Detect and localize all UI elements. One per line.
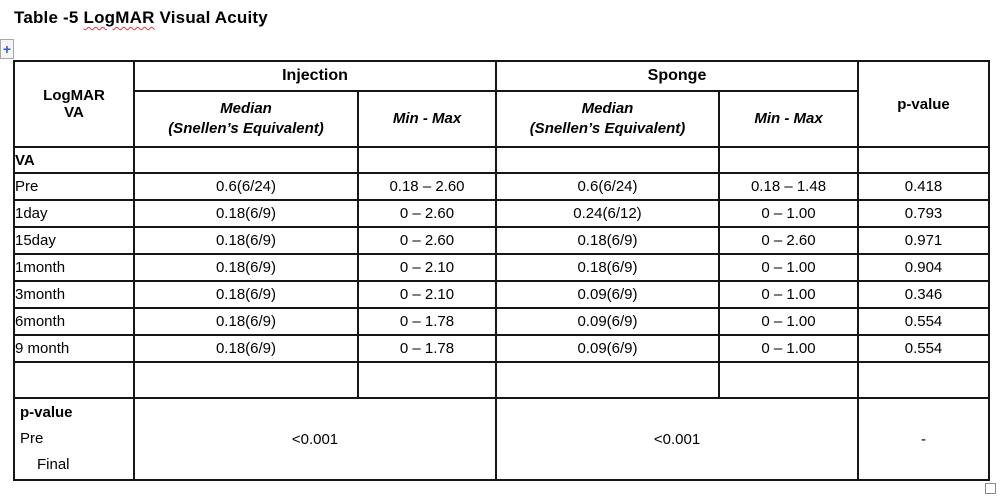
sponge-median-value: 0.24(6/12) — [495, 199, 720, 228]
empty-cell — [495, 146, 720, 174]
header-sponge-median-line1: Median — [581, 99, 634, 117]
injection-median-value: 0.18(6/9) — [133, 226, 359, 255]
empty-cell — [495, 361, 720, 399]
row-label: 1day — [13, 199, 135, 228]
bottom-p-value-dash: - — [857, 397, 991, 481]
visual-acuity-table: LogMAR VA Injection Sponge p-value Media… — [13, 60, 991, 481]
empty-cell — [717, 361, 860, 399]
table-row: 1month 0.18(6/9) 0 – 2.10 0.18(6/9) 0 – … — [13, 253, 991, 282]
row-label: Pre — [13, 172, 135, 201]
table-row — [13, 361, 991, 399]
row-label: 9 month — [13, 334, 135, 363]
table-row: 6month 0.18(6/9) 0 – 1.78 0.09(6/9) 0 – … — [13, 307, 991, 336]
empty-cell — [717, 146, 860, 174]
header-injection-minmax: Min - Max — [357, 90, 497, 148]
title-prefix: Table -5 — [14, 8, 84, 27]
table-row: p-value Pre Final <0.001 <0.001 - — [13, 397, 991, 481]
sponge-minmax-value: 0 – 1.00 — [717, 253, 860, 282]
spellcheck-flagged-word: LogMAR — [83, 8, 155, 27]
injection-minmax-value: 0.18 – 2.60 — [357, 172, 497, 201]
table-row: 3month 0.18(6/9) 0 – 2.10 0.09(6/9) 0 – … — [13, 280, 991, 309]
table-row: 1day 0.18(6/9) 0 – 2.60 0.24(6/12) 0 – 1… — [13, 199, 991, 228]
header-logmar-va: LogMAR VA — [13, 60, 135, 148]
bottom-injection-p-value: <0.001 — [133, 397, 497, 481]
sponge-minmax-value: 0.18 – 1.48 — [717, 172, 860, 201]
row-label: 3month — [13, 280, 135, 309]
table-move-handle[interactable]: + — [0, 39, 14, 59]
injection-minmax-value: 0 – 2.10 — [357, 280, 497, 309]
injection-median-value: 0.18(6/9) — [133, 307, 359, 336]
empty-cell — [357, 146, 497, 174]
injection-median-value: 0.18(6/9) — [133, 334, 359, 363]
injection-minmax-value: 0 – 1.78 — [357, 307, 497, 336]
sponge-median-value: 0.09(6/9) — [495, 334, 720, 363]
injection-minmax-value: 0 – 2.60 — [357, 226, 497, 255]
injection-minmax-value: 0 – 2.10 — [357, 253, 497, 282]
empty-cell — [357, 361, 497, 399]
p-value-cell: 0.554 — [857, 307, 991, 336]
sponge-minmax-value: 0 – 1.00 — [717, 280, 860, 309]
p-value-cell: 0.418 — [857, 172, 991, 201]
injection-minmax-value: 0 – 2.60 — [357, 199, 497, 228]
table-row: VA — [13, 146, 991, 174]
bottom-sponge-p-value: <0.001 — [494, 397, 860, 481]
injection-median-value: 0.18(6/9) — [133, 280, 359, 309]
title-suffix: Visual Acuity — [154, 8, 268, 27]
bottom-label-pre: Pre — [20, 430, 44, 447]
va-section-label: VA — [13, 146, 135, 174]
table-row: 9 month 0.18(6/9) 0 – 1.78 0.09(6/9) 0 –… — [13, 334, 991, 363]
p-value-cell: 0.346 — [857, 280, 991, 309]
header-p-value: p-value — [857, 60, 991, 148]
empty-cell — [133, 146, 359, 174]
p-value-cell: 0.971 — [857, 226, 991, 255]
header-sponge-median: Median (Snellen’s Equivalent) — [495, 90, 720, 148]
sponge-median-value: 0.6(6/24) — [495, 172, 720, 201]
p-value-cell: 0.554 — [857, 334, 991, 363]
sponge-median-value: 0.09(6/9) — [495, 280, 720, 309]
p-value-cell: 0.904 — [857, 253, 991, 282]
header-sponge-minmax: Min - Max — [717, 90, 860, 148]
sponge-minmax-value: 0 – 2.60 — [717, 226, 860, 255]
injection-minmax-value: 0 – 1.78 — [357, 334, 497, 363]
row-label: 6month — [13, 307, 135, 336]
header-logmar-line2: VA — [64, 104, 84, 121]
header-injection-median: Median (Snellen’s Equivalent) — [133, 90, 359, 148]
page-title: Table -5 LogMAR Visual Acuity — [14, 8, 268, 28]
bottom-label-final: Final — [37, 456, 70, 473]
injection-median-value: 0.18(6/9) — [133, 253, 359, 282]
sponge-minmax-value: 0 – 1.00 — [717, 334, 860, 363]
header-logmar-line1: LogMAR — [43, 87, 105, 104]
header-injection-median-line2: (Snellen’s Equivalent) — [168, 120, 324, 137]
header-sponge-median-line2: (Snellen’s Equivalent) — [529, 120, 686, 137]
p-value-cell: 0.793 — [857, 199, 991, 228]
empty-cell — [133, 361, 359, 399]
injection-median-value: 0.18(6/9) — [133, 199, 359, 228]
plus-icon: + — [2, 41, 12, 57]
bottom-label-cell: p-value Pre Final — [13, 397, 135, 481]
sponge-minmax-value: 0 – 1.00 — [717, 307, 860, 336]
sponge-minmax-value: 0 – 1.00 — [717, 199, 860, 228]
table-resize-handle[interactable] — [985, 483, 996, 494]
table-row: Pre 0.6(6/24) 0.18 – 2.60 0.6(6/24) 0.18… — [13, 172, 991, 201]
row-label: 1month — [13, 253, 135, 282]
header-injection: Injection — [133, 60, 497, 92]
empty-cell — [857, 361, 991, 399]
empty-cell — [857, 146, 991, 174]
header-sponge: Sponge — [494, 60, 860, 92]
header-injection-median-line1: Median — [220, 99, 272, 117]
row-label: 15day — [13, 226, 135, 255]
empty-cell — [13, 361, 135, 399]
bottom-label-p-value: p-value — [20, 404, 73, 421]
sponge-median-value: 0.18(6/9) — [495, 253, 720, 282]
sponge-median-value: 0.18(6/9) — [495, 226, 720, 255]
table-row: 15day 0.18(6/9) 0 – 2.60 0.18(6/9) 0 – 2… — [13, 226, 991, 255]
injection-median-value: 0.6(6/24) — [133, 172, 359, 201]
sponge-median-value: 0.09(6/9) — [495, 307, 720, 336]
